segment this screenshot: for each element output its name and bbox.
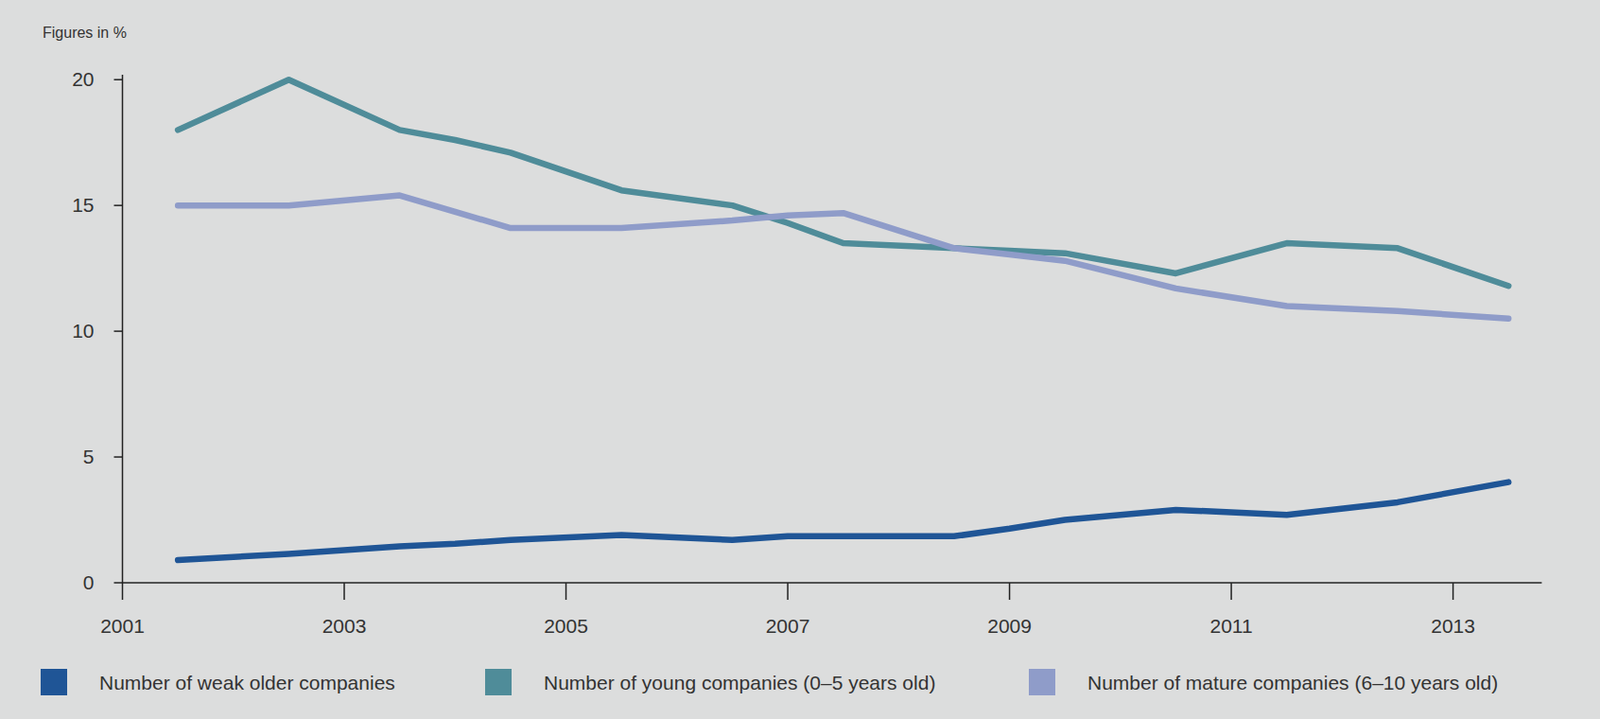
y-tick <box>114 581 123 584</box>
legend-label: Number of weak older companies <box>99 671 396 694</box>
legend-swatch <box>485 668 512 696</box>
x-tick <box>565 582 568 600</box>
y-tick <box>114 330 123 332</box>
y-tick-label: 20 <box>71 68 94 90</box>
x-tick <box>121 582 124 600</box>
y-tick-label: 15 <box>71 193 94 216</box>
x-tick-label: 2005 <box>543 614 589 637</box>
y-axis <box>121 74 124 583</box>
legend-label: Number of mature companies (6–10 years o… <box>1087 671 1498 694</box>
x-tick <box>1230 582 1233 600</box>
x-tick-label: 2007 <box>765 614 811 637</box>
plot-area <box>177 79 1509 560</box>
series-line <box>177 482 1509 560</box>
legend-swatch <box>40 668 68 696</box>
y-tick <box>114 455 123 458</box>
legend-label: Number of young companies (0–5 years old… <box>543 671 936 694</box>
y-tick <box>114 78 123 81</box>
x-tick <box>1008 582 1011 600</box>
x-tick-label: 2013 <box>1430 614 1476 637</box>
x-tick-label: 2009 <box>987 614 1032 637</box>
y-tick-label: 5 <box>83 445 95 468</box>
x-tick <box>786 582 789 600</box>
x-axis <box>122 581 1543 584</box>
x-tick-label: 2003 <box>322 614 367 637</box>
y-label: Figures in % <box>42 24 127 41</box>
x-tick-label: 2001 <box>100 614 145 637</box>
y-tick-label: 10 <box>71 319 94 342</box>
chart: Figures in % 0 5 10 15 20 2001 2003 2005 2007 2009… <box>0 0 1600 719</box>
x-tick-label: 2011 <box>1209 614 1253 637</box>
series-line <box>177 79 1509 286</box>
y-tick <box>114 204 123 207</box>
legend-swatch <box>1028 668 1056 696</box>
x-tick <box>343 582 346 600</box>
y-tick-label: 0 <box>83 571 95 593</box>
x-tick <box>1452 582 1455 600</box>
series-line <box>177 195 1509 319</box>
